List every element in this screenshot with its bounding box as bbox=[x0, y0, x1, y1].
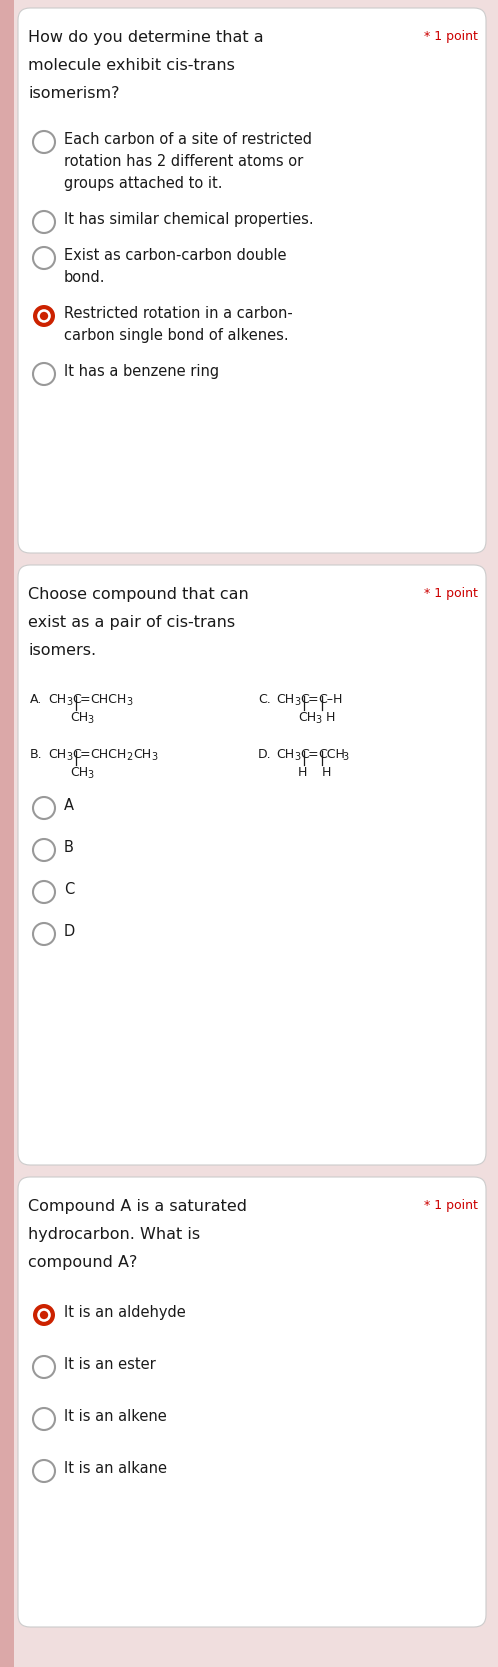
Circle shape bbox=[37, 1309, 51, 1322]
Circle shape bbox=[37, 308, 51, 323]
Text: * 1 point: * 1 point bbox=[424, 587, 478, 600]
Text: B: B bbox=[64, 840, 74, 855]
Text: How do you determine that a: How do you determine that a bbox=[28, 30, 263, 45]
Text: It has similar chemical properties.: It has similar chemical properties. bbox=[64, 212, 314, 227]
Bar bbox=[0, 0, 14, 1667]
Text: 3: 3 bbox=[151, 752, 157, 762]
Text: isomers.: isomers. bbox=[28, 643, 96, 658]
Text: 3: 3 bbox=[66, 697, 72, 707]
Circle shape bbox=[33, 305, 55, 327]
Text: * 1 point: * 1 point bbox=[424, 30, 478, 43]
Circle shape bbox=[33, 363, 55, 385]
Circle shape bbox=[33, 1409, 55, 1430]
Circle shape bbox=[33, 797, 55, 818]
Text: CHCH: CHCH bbox=[90, 693, 126, 707]
Text: It is an aldehyde: It is an aldehyde bbox=[64, 1305, 186, 1320]
Text: =: = bbox=[308, 748, 319, 762]
Text: C: C bbox=[64, 882, 74, 897]
Text: =: = bbox=[80, 748, 91, 762]
Text: C: C bbox=[72, 693, 81, 707]
Circle shape bbox=[33, 1460, 55, 1482]
Text: hydrocarbon. What is: hydrocarbon. What is bbox=[28, 1227, 200, 1242]
Text: Exist as carbon-carbon double: Exist as carbon-carbon double bbox=[64, 248, 286, 263]
FancyBboxPatch shape bbox=[18, 565, 486, 1165]
Text: H: H bbox=[322, 767, 331, 778]
Circle shape bbox=[33, 1355, 55, 1379]
Circle shape bbox=[33, 839, 55, 860]
Text: H: H bbox=[326, 712, 335, 723]
Text: CH: CH bbox=[276, 748, 294, 762]
Circle shape bbox=[33, 924, 55, 945]
Text: 3: 3 bbox=[342, 752, 348, 762]
Circle shape bbox=[33, 247, 55, 268]
Text: CH: CH bbox=[298, 712, 316, 723]
Text: rotation has 2 different atoms or: rotation has 2 different atoms or bbox=[64, 153, 303, 168]
Circle shape bbox=[33, 132, 55, 153]
Text: A: A bbox=[64, 798, 74, 813]
Text: exist as a pair of cis-trans: exist as a pair of cis-trans bbox=[28, 615, 235, 630]
Text: C–H: C–H bbox=[318, 693, 342, 707]
Text: 3: 3 bbox=[126, 697, 132, 707]
Text: 3: 3 bbox=[294, 697, 300, 707]
FancyBboxPatch shape bbox=[18, 8, 486, 553]
Text: bond.: bond. bbox=[64, 270, 106, 285]
Text: 3: 3 bbox=[87, 715, 93, 725]
Text: =: = bbox=[308, 693, 319, 707]
Text: =: = bbox=[80, 693, 91, 707]
Text: 3: 3 bbox=[66, 752, 72, 762]
Text: Choose compound that can: Choose compound that can bbox=[28, 587, 249, 602]
Text: CCH: CCH bbox=[318, 748, 345, 762]
Text: 2: 2 bbox=[126, 752, 132, 762]
FancyBboxPatch shape bbox=[18, 1177, 486, 1627]
Text: groups attached to it.: groups attached to it. bbox=[64, 177, 223, 192]
Text: It is an alkane: It is an alkane bbox=[64, 1460, 167, 1475]
Circle shape bbox=[33, 212, 55, 233]
Circle shape bbox=[33, 880, 55, 904]
Text: C: C bbox=[72, 748, 81, 762]
Text: CH: CH bbox=[276, 693, 294, 707]
Text: C.: C. bbox=[258, 693, 271, 707]
Text: 3: 3 bbox=[87, 770, 93, 780]
Text: compound A?: compound A? bbox=[28, 1255, 137, 1270]
Text: C: C bbox=[300, 693, 309, 707]
Text: CH: CH bbox=[133, 748, 151, 762]
Text: CH: CH bbox=[48, 693, 66, 707]
Text: D: D bbox=[64, 924, 75, 939]
Text: CH: CH bbox=[70, 712, 88, 723]
Text: C: C bbox=[300, 748, 309, 762]
Text: CH: CH bbox=[48, 748, 66, 762]
Text: It is an ester: It is an ester bbox=[64, 1357, 156, 1372]
Text: 3: 3 bbox=[315, 715, 321, 725]
Text: isomerism?: isomerism? bbox=[28, 87, 120, 102]
Text: Compound A is a saturated: Compound A is a saturated bbox=[28, 1199, 247, 1214]
Text: * 1 point: * 1 point bbox=[424, 1199, 478, 1212]
Text: A.: A. bbox=[30, 693, 42, 707]
Text: B.: B. bbox=[30, 748, 43, 762]
Text: It has a benzene ring: It has a benzene ring bbox=[64, 363, 219, 378]
Text: molecule exhibit cis-trans: molecule exhibit cis-trans bbox=[28, 58, 235, 73]
Text: CHCH: CHCH bbox=[90, 748, 126, 762]
Text: Restricted rotation in a carbon-: Restricted rotation in a carbon- bbox=[64, 307, 293, 322]
Text: 3: 3 bbox=[294, 752, 300, 762]
Text: CH: CH bbox=[70, 767, 88, 778]
Circle shape bbox=[40, 1310, 48, 1319]
Text: carbon single bond of alkenes.: carbon single bond of alkenes. bbox=[64, 328, 289, 343]
Text: It is an alkene: It is an alkene bbox=[64, 1409, 167, 1424]
Text: H: H bbox=[298, 767, 307, 778]
Circle shape bbox=[40, 312, 48, 320]
Circle shape bbox=[33, 1304, 55, 1325]
Text: Each carbon of a site of restricted: Each carbon of a site of restricted bbox=[64, 132, 312, 147]
Text: D.: D. bbox=[258, 748, 271, 762]
